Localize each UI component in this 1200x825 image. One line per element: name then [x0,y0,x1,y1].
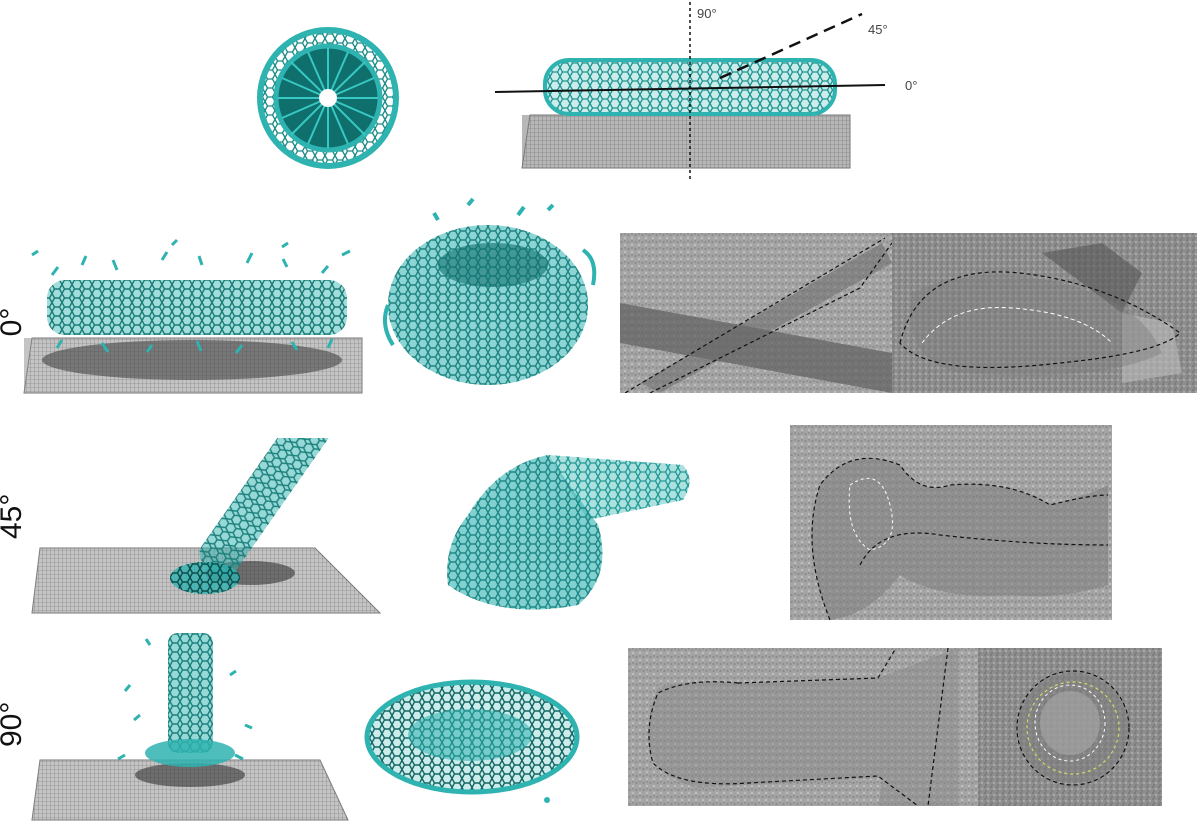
row-label-45: 45° [0,493,28,539]
simulation-0-deg-side [22,235,367,395]
simulation-90-deg-top [362,675,582,805]
simulation-0-deg-perspective [378,195,608,395]
row-label-90: 90° [0,701,28,747]
label-45-degrees: 45° [868,22,888,37]
nanotube-end-view [255,25,405,175]
label-90-degrees: 90° [697,6,717,21]
label-0-degrees: 0° [905,78,918,93]
tem-image-90-deg-right [978,648,1162,806]
tem-image-90-deg-left [628,648,978,806]
tem-image-45-deg [790,425,1112,620]
nanotube-side-view-diagram [490,0,910,185]
tem-image-0-deg-left [620,233,892,393]
tem-image-0-deg-right [892,233,1197,393]
simulation-45-deg-perspective [438,445,698,615]
simulation-90-deg-side [30,625,350,823]
simulation-45-deg-side [30,438,390,618]
